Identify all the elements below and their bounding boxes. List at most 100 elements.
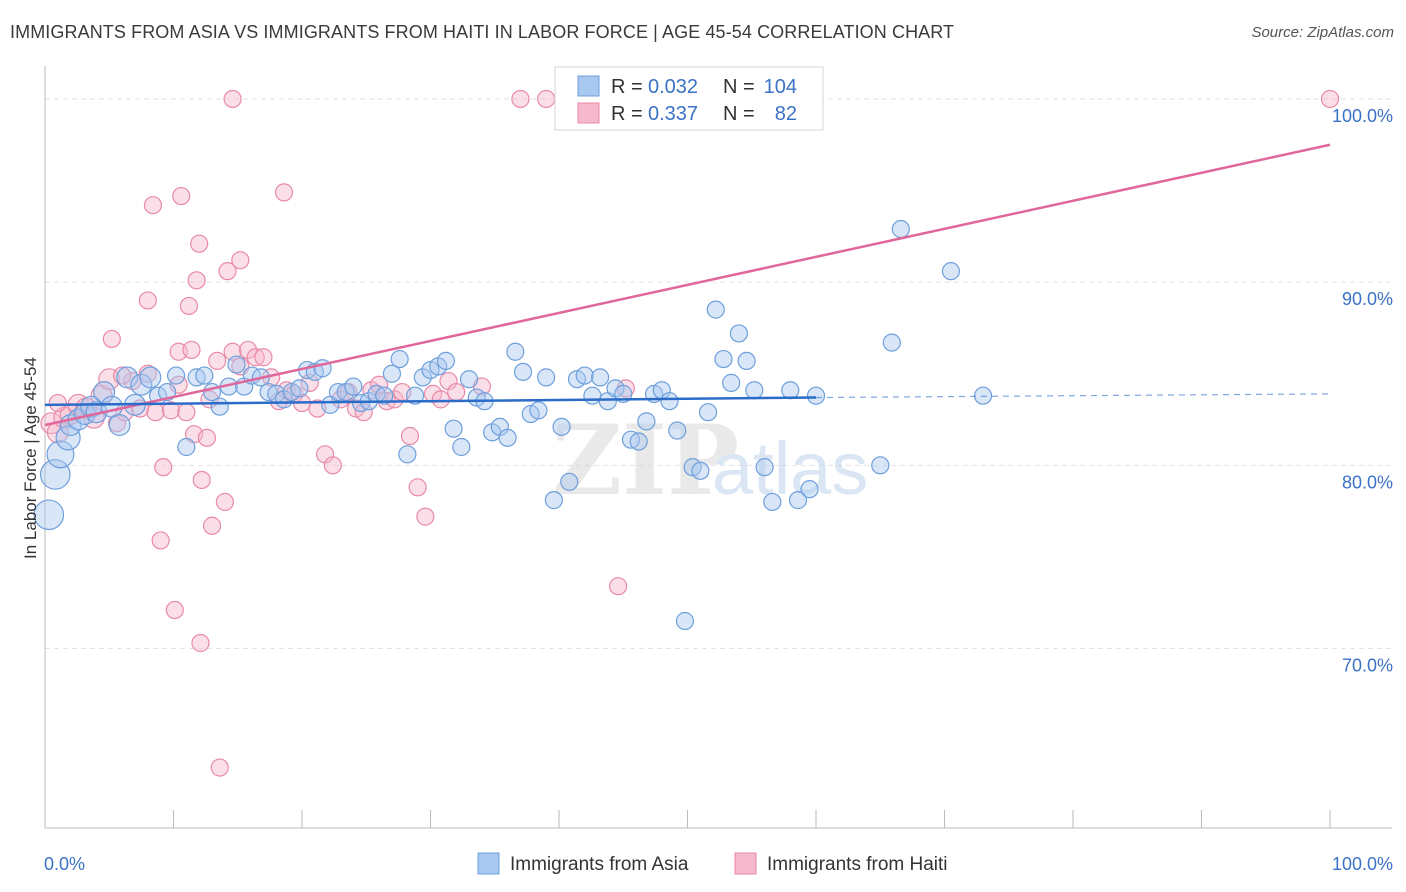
watermark-zip: ZIP	[552, 404, 739, 517]
haiti-point-48	[408, 478, 427, 497]
y-tick-label-2: 90.0%	[1342, 289, 1393, 309]
haiti-points-group	[40, 89, 1340, 777]
haiti-point-15	[154, 458, 173, 477]
asia-point-98	[871, 456, 890, 475]
y-tick-label-1: 80.0%	[1342, 472, 1393, 492]
asia-point-86	[698, 403, 718, 422]
asia-point-60	[498, 428, 517, 447]
haiti-point-74	[202, 516, 222, 535]
bottom-legend-asia-label: Immigrants from Asia	[510, 854, 689, 875]
legend-haiti-r-label: R =	[611, 103, 643, 125]
y-tick-label-3: 100.0%	[1332, 106, 1393, 126]
chart-title: IMMIGRANTS FROM ASIA VS IMMIGRANTS FROM …	[10, 22, 955, 42]
asia-point-82	[668, 421, 687, 440]
asia-point-25	[227, 355, 246, 374]
asia-point-53	[444, 419, 463, 438]
asia-point-18	[166, 366, 186, 385]
asia-point-81	[660, 392, 679, 411]
haiti-point-75	[151, 531, 170, 550]
haiti-point-67	[190, 234, 209, 253]
legend-asia-swatch	[577, 75, 600, 97]
haiti-point-66	[172, 186, 191, 206]
bottom-legend-haiti-swatch	[734, 852, 757, 875]
legend-haiti-swatch	[577, 102, 600, 124]
asia-point-0	[33, 499, 65, 531]
x-tick-label-1: 100.0%	[1332, 854, 1393, 874]
haiti-point-53	[447, 382, 466, 402]
asia-point-94	[781, 381, 800, 400]
asia-point-54	[452, 437, 471, 457]
haiti-point-16	[161, 401, 181, 420]
asia-point-97	[806, 386, 826, 405]
legend-asia-r-label: R =	[611, 76, 643, 98]
haiti-point-18	[177, 403, 196, 422]
asia-point-103	[763, 492, 782, 512]
asia-point-83	[675, 611, 695, 631]
asia-point-2	[46, 440, 75, 469]
haiti-point-65	[182, 340, 201, 360]
haiti-point-45	[385, 390, 404, 409]
asia-point-12	[116, 366, 139, 389]
haiti-point-26	[238, 340, 258, 360]
haiti-point-62	[143, 196, 163, 215]
correlation-legend: R = 0.032 N = 104 R = 0.337 N = 82	[554, 66, 824, 131]
y-tick-labels: 70.0% 80.0% 90.0% 100.0%	[1332, 106, 1393, 676]
haiti-point-73	[197, 428, 217, 447]
asia-point-23	[210, 397, 229, 416]
asia-point-78	[637, 412, 656, 431]
asia-point-91	[737, 351, 756, 371]
haiti-point-71	[231, 251, 250, 270]
asia-point-66	[544, 491, 563, 510]
haiti-point-81	[48, 393, 67, 413]
haiti-point-79	[274, 183, 294, 202]
asia-point-67	[552, 417, 571, 436]
asia-point-100	[891, 219, 910, 239]
asia-point-9	[93, 381, 116, 404]
haiti-point-51	[431, 390, 450, 409]
asia-point-11	[108, 414, 131, 437]
asia-trendline-extension	[815, 393, 1331, 399]
legend-asia-n-value: 104	[764, 76, 797, 98]
haiti-point-55	[511, 89, 530, 109]
haiti-point-8	[98, 368, 121, 391]
legend-haiti-n-value: 82	[775, 103, 797, 125]
haiti-point-69	[179, 296, 199, 316]
series-legend: Immigrants from Asia Immigrants from Hai…	[477, 852, 948, 875]
legend-asia-n-label: N =	[723, 76, 755, 98]
asia-point-48	[405, 386, 425, 405]
asia-point-72	[591, 368, 610, 387]
asia-point-44	[375, 386, 394, 405]
asia-point-33	[290, 379, 309, 398]
asia-point-87	[706, 300, 725, 319]
asia-point-40	[344, 377, 363, 396]
asia-point-47	[398, 445, 417, 464]
haiti-point-56	[537, 89, 556, 109]
asia-point-90	[729, 324, 749, 343]
haiti-point-77	[191, 633, 210, 653]
x-tick-labels: 0.0% 100.0%	[44, 854, 1393, 874]
x-tick-label-0: 0.0%	[44, 854, 85, 874]
asia-point-21	[195, 366, 214, 385]
y-tick-label-0: 70.0%	[1342, 655, 1393, 675]
haiti-point-78	[210, 758, 229, 777]
haiti-point-20	[192, 470, 211, 490]
haiti-point-28	[254, 348, 273, 367]
asia-point-93	[755, 458, 774, 477]
haiti-point-58	[609, 577, 628, 596]
bottom-legend-haiti-label: Immigrants from Haiti	[767, 854, 948, 875]
haiti-point-47	[400, 426, 420, 446]
asia-point-101	[941, 262, 961, 281]
svg-text:R =: R =	[611, 76, 643, 98]
haiti-trendline	[44, 143, 1331, 427]
haiti-point-60	[102, 329, 121, 349]
haiti-point-72	[223, 89, 242, 109]
asia-point-10	[100, 395, 123, 418]
asia-point-65	[537, 368, 556, 387]
bottom-legend-asia-swatch	[477, 852, 500, 875]
haiti-point-63	[138, 291, 157, 310]
asia-point-45	[382, 364, 402, 383]
haiti-point-49	[416, 507, 435, 526]
asia-point-85	[691, 461, 710, 480]
asia-point-96	[800, 480, 819, 499]
